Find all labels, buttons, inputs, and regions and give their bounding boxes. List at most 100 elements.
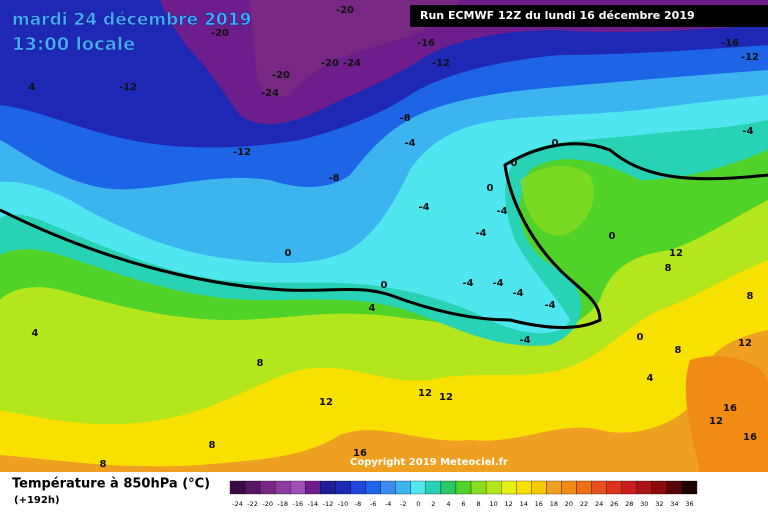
contour-label: 12 — [709, 416, 723, 427]
contour-label: 4 — [647, 373, 654, 384]
colorbar-label: 10 — [489, 500, 497, 508]
contour-label: -16 — [721, 38, 739, 49]
colorbar-swatch — [244, 480, 261, 495]
colorbar-label: 0 — [416, 500, 420, 508]
contour-label: -4 — [492, 278, 503, 289]
contour-label: 8 — [747, 291, 754, 302]
colorbar-swatch — [455, 480, 472, 495]
contour-label: -4 — [404, 138, 415, 149]
colorbar-label: -16 — [292, 500, 303, 508]
contour-label: 0 — [552, 138, 559, 149]
contour-label: -20 — [272, 70, 290, 81]
colorbar-swatch — [275, 480, 291, 495]
field-band — [250, 0, 460, 97]
contour-label: 8 — [675, 345, 682, 356]
contour-label: -4 — [544, 300, 555, 311]
colorbar-label: 12 — [505, 500, 513, 508]
contour-label: -8 — [399, 113, 410, 124]
colorbar-swatch — [290, 480, 306, 495]
contour-label: 0 — [285, 248, 292, 259]
contour-label: -12 — [741, 52, 759, 63]
colorbar-swatch — [531, 480, 547, 495]
contour-label: -4 — [475, 228, 486, 239]
contour-label: 12 — [319, 397, 333, 408]
contour-label: 0 — [609, 231, 616, 242]
colorbar-label: 30 — [640, 500, 648, 508]
contour-label: 4 — [32, 328, 39, 339]
contour-label: -4 — [519, 335, 530, 346]
colorbar-label: 34 — [670, 500, 678, 508]
colorbar-swatch — [666, 480, 683, 495]
contour-label: 12 — [669, 248, 683, 259]
contour-label: 16 — [743, 432, 757, 443]
colorbar-label: 22 — [580, 500, 588, 508]
contour-label: -12 — [233, 147, 251, 158]
colorbar-label: -12 — [323, 500, 334, 508]
colorbar-swatch — [410, 480, 426, 495]
contour-label: -4 — [418, 202, 429, 213]
legend-title: Température à 850hPa (°C) — [12, 477, 210, 492]
colorbar-swatch — [259, 480, 276, 495]
colorbar-label: 20 — [565, 500, 573, 508]
contour-label: 16 — [353, 448, 367, 459]
colorbar-swatch — [561, 480, 577, 495]
contour-label: 0 — [487, 183, 494, 194]
colorbar-swatch — [681, 480, 698, 495]
legend-lead: (+192h) — [14, 495, 60, 506]
colorbar-swatch — [365, 480, 381, 495]
colorbar-swatch — [621, 480, 637, 495]
colorbar-label: -2 — [400, 500, 406, 508]
contour-label: -24 — [343, 58, 361, 69]
colorbar-label: 6 — [461, 500, 465, 508]
colorbar-swatch — [636, 480, 652, 495]
colorbar-label: -4 — [385, 500, 391, 508]
colorbar-label: 8 — [476, 500, 480, 508]
copyright: Copyright 2019 Meteociel.fr — [350, 457, 508, 468]
colorbar-label: 16 — [535, 500, 543, 508]
contour-label: -24 — [261, 88, 279, 99]
colorbar-label: 26 — [610, 500, 618, 508]
contour-labels: -20-20-16 -16-12-12-20 -24-20-24-124-8-4 0-… — [29, 5, 760, 470]
colorbar-label: -10 — [338, 500, 349, 508]
colorbar-swatch — [576, 480, 592, 495]
colorbar-swatch — [485, 480, 502, 495]
colorbar-label: 24 — [595, 500, 603, 508]
colorbar-label: -18 — [277, 500, 288, 508]
zero-isotherm — [0, 142, 768, 329]
contour-label: 0 — [381, 280, 388, 291]
run-info: Run ECMWF 12Z du lundi 16 décembre 2019 — [420, 9, 695, 22]
contour-label: 0 — [637, 332, 644, 343]
contour-label: -16 — [417, 38, 435, 49]
colorbar-swatch — [606, 480, 622, 495]
contour-label: -20 — [211, 28, 229, 39]
colorbar-swatch — [501, 480, 517, 495]
map-title: mardi 24 décembre 2019 — [12, 10, 251, 30]
run-box — [410, 5, 768, 27]
colorbar-label: -20 — [262, 500, 273, 508]
colorbar-label: 36 — [685, 500, 693, 508]
colorbar-label: -8 — [355, 500, 361, 508]
colorbar-label: -14 — [308, 500, 319, 508]
contour-label: 0 — [511, 158, 518, 169]
colorbar-swatch — [380, 480, 396, 495]
contour-label: 8 — [665, 263, 672, 274]
colorbar-label: -6 — [370, 500, 376, 508]
contour-label: -4 — [462, 278, 473, 289]
temperature-field — [0, 0, 768, 472]
contour-label: 12 — [738, 338, 752, 349]
contour-label: 8 — [100, 459, 107, 470]
contour-label: -20 — [321, 58, 339, 69]
colorbar-swatch — [425, 480, 442, 495]
contour-label: 12 — [418, 388, 432, 399]
colorbar-swatch — [320, 480, 336, 495]
contour-label: -12 — [432, 58, 450, 69]
contour-label: -8 — [328, 173, 339, 184]
colorbar-label: 4 — [446, 500, 450, 508]
map-subtitle: 13:00 locale — [12, 34, 135, 55]
colorbar-label: 14 — [520, 500, 528, 508]
colorbar-swatch — [335, 480, 351, 495]
colorbar-swatch — [305, 480, 321, 495]
contour-label: -20 — [336, 5, 354, 16]
contour-label: 4 — [369, 303, 376, 314]
